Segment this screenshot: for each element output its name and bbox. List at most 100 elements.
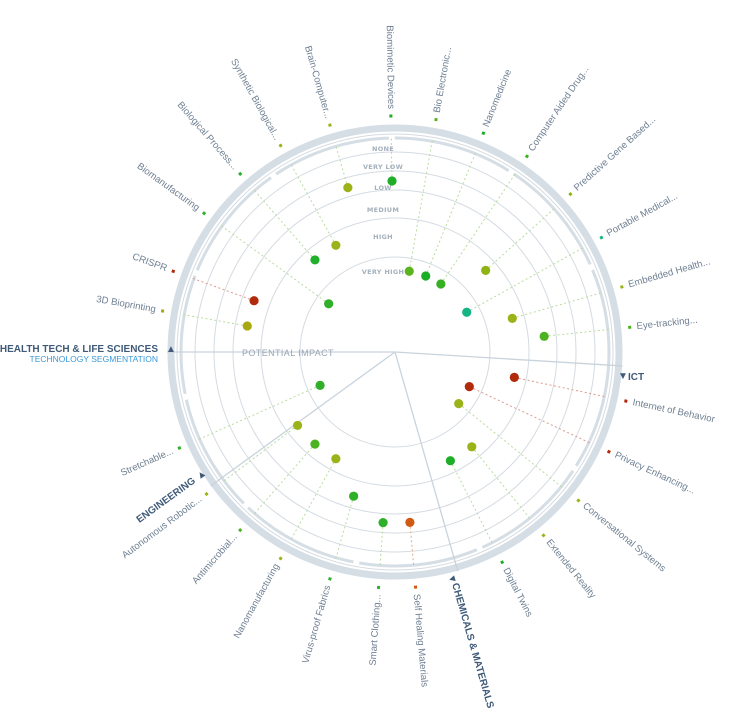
sector-axis [210,351,396,487]
dot-crispr[interactable] [249,296,259,306]
spoke-nanomedicine [425,151,477,277]
spoke-extended-reality [471,446,532,521]
tech-label-biomanufacturing: Biomanufacturing [135,161,202,214]
sector-chemicals-marker: ▼ [445,573,458,586]
tech-label-biological-process: Biological Process... [175,100,240,172]
technology-dots [242,176,549,528]
tech-label-conversational-systems: Conversational Systems [580,501,667,575]
spoke-computer-aided-drug [440,172,517,285]
tick-computer-aided-drug [524,154,530,159]
potential-impact-label: POTENTIAL IMPACT [242,348,334,358]
tick-portable-medical [599,235,604,240]
spoke-digital-twins [449,460,494,545]
sector-ict-marker: ▼ [618,371,628,382]
spoke-bio-electronic [408,139,434,272]
dot-digital-twins[interactable] [445,456,455,466]
dot-embedded-health[interactable] [507,313,517,323]
tech-label-bio-electronic: Bio Electronic... [432,46,454,114]
dot-nanomedicine[interactable] [421,271,431,281]
spoke-virus-proof-fabrics [334,496,355,560]
dot-bio-electronic[interactable] [404,266,414,276]
tick-crispr [171,269,176,274]
dot-eye-tracking[interactable] [539,331,549,341]
tick-nanomedicine [481,131,486,136]
spoke-antimicrobial [252,443,316,516]
dot-3d-bioprinting[interactable] [242,321,252,331]
spoke-smart-clothing [379,522,384,568]
tick-antimicrobial [238,527,243,533]
dot-biological-process[interactable] [310,255,320,265]
tick-nanomanufacturing [278,556,283,561]
ring-label-very-high: VERY HIGH [362,268,404,276]
tech-label-nanomanufacturing: Nanomanufacturing [232,562,282,641]
spoke-portable-medical [466,246,585,313]
sector-axes [167,351,623,572]
dot-computer-aided-drug[interactable] [436,279,446,289]
spoke-synthetic-biological [289,162,337,246]
dot-synthetic-biological[interactable] [331,240,341,250]
spoke-privacy-enhancing [469,386,591,444]
tech-label-computer-aided-drug: Computer Aided Drug... [526,64,591,153]
dot-privacy-enhancing[interactable] [464,382,474,392]
tech-label-virus-proof-fabrics: Virus-proof Fabrics [300,584,333,665]
dot-conversational-systems[interactable] [454,399,464,409]
dot-self-healing-materials[interactable] [405,517,415,527]
sector-health-marker: ▲ [166,344,176,355]
tick-smart-clothing [376,585,381,590]
spoke-nanomanufacturing [289,458,337,542]
tick-biological-process [238,171,243,177]
dot-biomanufacturing[interactable] [324,299,334,309]
tech-label-smart-clothing: Smart Clothing... [368,594,384,666]
dot-virus-proof-fabrics[interactable] [349,491,359,501]
spoke-self-healing-materials [409,522,415,568]
tech-label-brain-computer: Brain-Computer... [302,45,333,120]
spoke-crispr [191,277,255,302]
tech-label-privacy-enhancing: Privacy Enhancing... [613,450,697,497]
sector-health-tech: HEALTH TECH & LIFE SCIENCES [0,344,158,355]
dot-antimicrobial[interactable] [310,439,320,449]
spoke-autonomous-robotic [222,425,298,483]
tech-label-stretchable: Stretchable... [119,446,175,479]
tick-3d-bioprinting [160,309,165,313]
ring-label-very-low: VERY LOW [363,163,403,171]
spoke-embedded-health [512,291,603,319]
tech-label-extended-reality: Extended Reality [544,537,598,600]
tech-label-3d-bioprinting: 3D Bioprinting [95,294,156,315]
technology-labels: 3D Bioprinting CRISPR BiomanufacturingBiol… [95,25,716,687]
tick-eye-tracking [628,325,632,329]
dot-internet-of-behavior[interactable] [509,372,519,382]
tick-embedded-health [620,285,624,289]
ring-label-high: HIGH [373,233,393,241]
tech-label-predictive-gene-based: Predictive Gene Based... [572,114,658,193]
dot-autonomous-robotic[interactable] [292,420,303,431]
ring-labels: NONE VERY LOW LOW MEDIUM HIGH VERY HIGH [362,145,404,276]
tick-digital-twins [500,560,505,565]
tick-biomanufacturing [201,211,207,216]
dot-portable-medical[interactable] [462,307,472,317]
tick-autonomous-robotic [204,491,209,497]
tick-conversational-systems [576,498,581,503]
tick-bio-electronic [434,117,438,122]
tech-label-digital-twins: Digital Twins [500,566,534,619]
ring-label-medium: MEDIUM [367,206,399,214]
dot-nanomanufacturing[interactable] [331,454,341,464]
tech-label-portable-medical: Portable Medical... [605,191,680,239]
dot-stretchable[interactable] [315,380,325,390]
tick-biomimetic-devices [389,114,393,118]
technology-segmentation-subtitle: TECHNOLOGY SEGMENTATION [30,354,158,364]
ring-label-low: LOW [374,184,392,192]
tick-brain-computer [328,123,332,127]
dot-extended-reality[interactable] [467,442,477,452]
spoke-brain-computer [334,144,349,188]
tick-synthetic-biological [278,143,283,148]
dot-predictive-gene-based[interactable] [481,265,491,275]
tech-label-embedded-health: Embedded Health... [627,256,712,290]
spoke-stretchable [197,384,321,441]
dot-brain-computer[interactable] [343,183,353,193]
tech-label-nanomedicine: Nanomedicine [481,68,514,129]
tech-label-eye-tracking: Eye-tracking... [636,315,698,332]
dot-smart-clothing[interactable] [378,517,388,528]
dot-biomimetic-devices[interactable] [387,176,397,186]
tick-extended-reality [541,533,546,538]
